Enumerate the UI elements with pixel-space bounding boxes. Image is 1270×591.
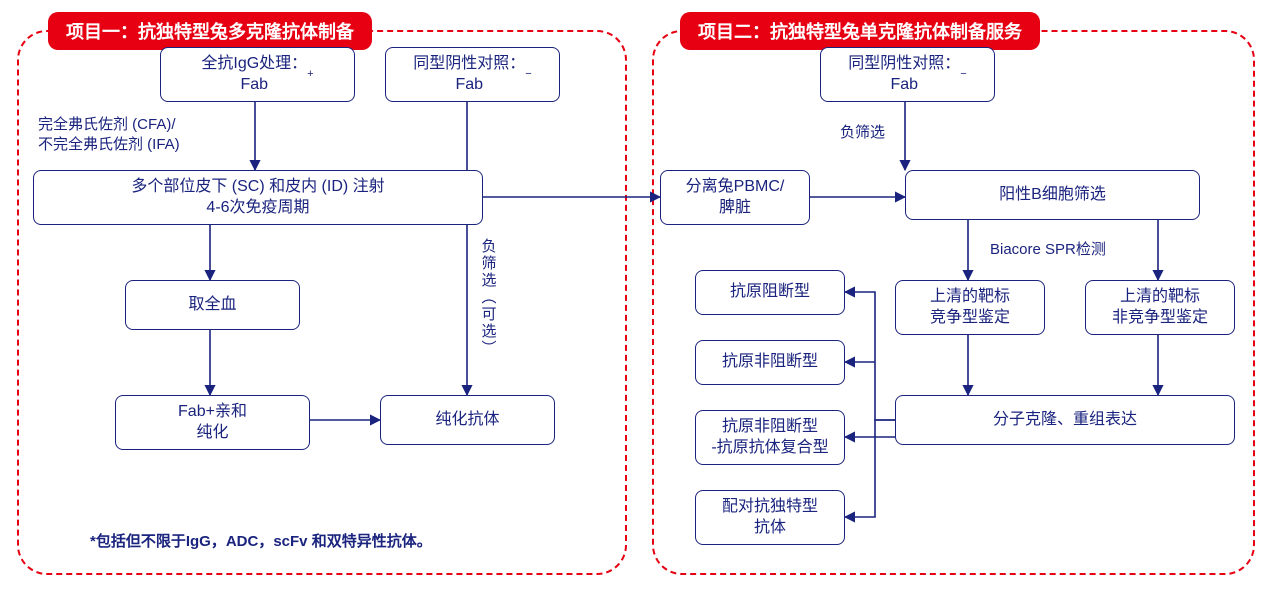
box-b7: 分离兔PBMC/脾脏 [660, 170, 810, 225]
box-b12: 分子克隆、重组表达 [895, 395, 1235, 445]
label-cfa-ifa: 完全弗氏佐剂 (CFA)/不完全弗氏佐剂 (IFA) [38, 115, 180, 154]
right-panel-title: 项目二：抗独特型兔单克隆抗体制备服务 [680, 12, 1040, 50]
label-neg-screen: 负筛选 [840, 123, 885, 143]
box-b15: 抗原非阻断型-抗原抗体复合型 [695, 410, 845, 465]
left-panel-border [17, 30, 627, 575]
left-panel-title: 项目一：抗独特型兔多克隆抗体制备 [48, 12, 372, 50]
label-neg-screen-opt: 负筛选（可选） [478, 238, 498, 357]
box-b11: 上清的靶标非竞争型鉴定 [1085, 280, 1235, 335]
box-b6: 纯化抗体 [380, 395, 555, 445]
box-b1: 全抗IgG处理：Fab+ [160, 47, 355, 102]
box-b5: Fab+亲和纯化 [115, 395, 310, 450]
box-b3: 多个部位皮下 (SC) 和皮内 (ID) 注射4-6次免疫周期 [33, 170, 483, 225]
box-b2: 同型阴性对照：Fab− [385, 47, 560, 102]
footnote: *包括但不限于IgG，ADC，scFv 和双特异性抗体。 [90, 530, 432, 551]
box-b8: 同型阴性对照：Fab− [820, 47, 995, 102]
box-b4: 取全血 [125, 280, 300, 330]
label-biacore: Biacore SPR检测 [990, 240, 1106, 260]
box-b10: 上清的靶标竞争型鉴定 [895, 280, 1045, 335]
box-b14: 抗原非阻断型 [695, 340, 845, 385]
box-b9: 阳性B细胞筛选 [905, 170, 1200, 220]
box-b16: 配对抗独特型抗体 [695, 490, 845, 545]
box-b13: 抗原阻断型 [695, 270, 845, 315]
